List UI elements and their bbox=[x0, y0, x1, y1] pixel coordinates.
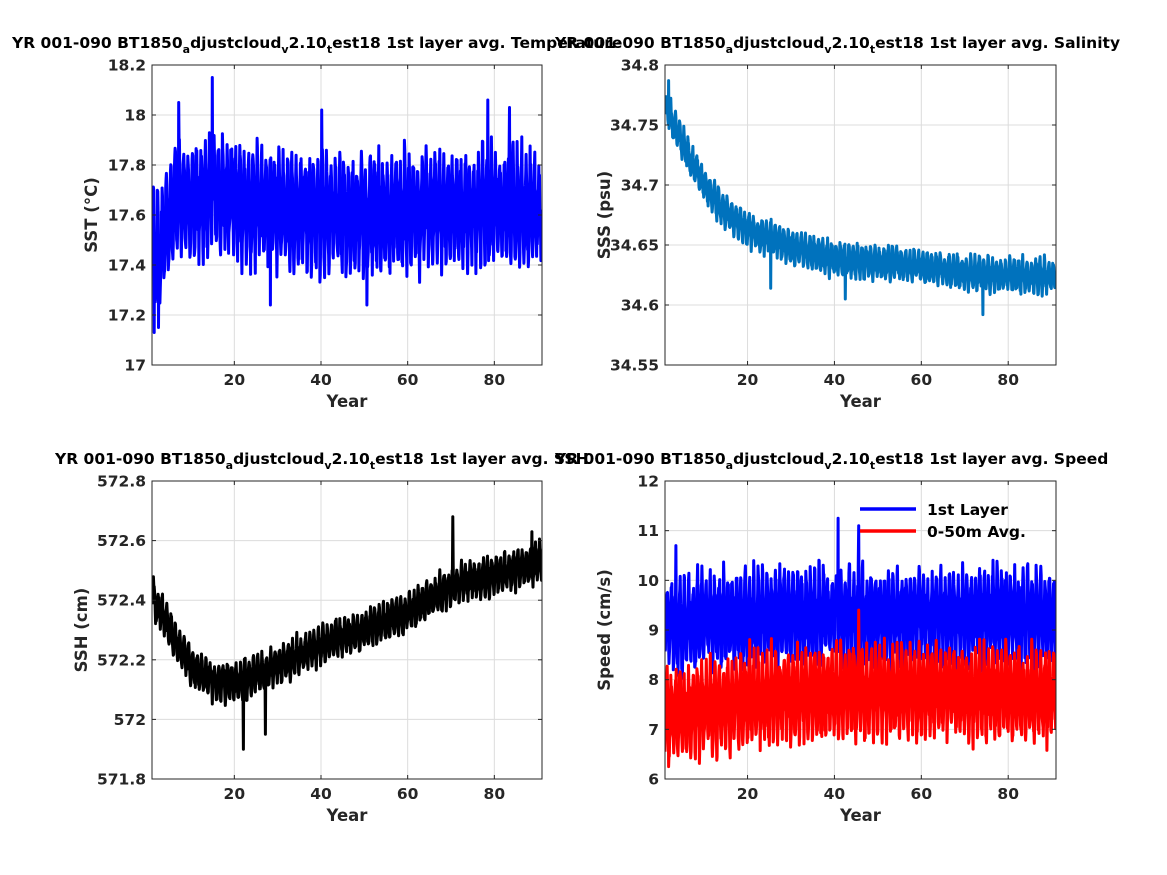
axes-frame bbox=[151, 480, 543, 780]
chart-panel-2: 20 40 60 80 34.55 34.6 34.65 34.7 34.75 34.8 Year S… bbox=[554, 34, 1120, 411]
y-tick-label: 34.6 bbox=[621, 297, 659, 315]
y-tick-label: 7 bbox=[648, 721, 659, 739]
x-tick-label: 20 bbox=[737, 371, 759, 389]
x-tick-label: 60 bbox=[911, 371, 933, 389]
y-tick-label: 34.8 bbox=[621, 57, 659, 75]
chart-title: YR 001-090 BT1850adjustcloudv2.10test18 … bbox=[554, 34, 1120, 56]
x-tick-label: 40 bbox=[824, 785, 846, 803]
y-axis-label: SSH (cm) bbox=[72, 588, 91, 673]
y-tick-label: 17.8 bbox=[108, 157, 146, 175]
series-line-1 bbox=[665, 79, 1056, 317]
series-line-1 bbox=[152, 76, 542, 334]
chart-title: YR 001-090 BT1850adjustcloudv2.10test18 … bbox=[11, 34, 622, 56]
y-tick-label: 34.55 bbox=[610, 357, 659, 375]
y-tick-label: 18 bbox=[124, 107, 146, 125]
y-tick-label: 572.4 bbox=[97, 592, 146, 610]
x-tick-label: 80 bbox=[997, 371, 1019, 389]
x-tick-label: 80 bbox=[997, 785, 1019, 803]
y-tick-label: 17.6 bbox=[108, 207, 146, 225]
chart-panel-4: 20 40 60 80 6 7 8 9 10 11 12 Year Speed (cm/s) YR 001… bbox=[554, 450, 1108, 825]
x-tick-label: 80 bbox=[484, 371, 506, 389]
y-tick-label: 572.6 bbox=[97, 532, 146, 550]
y-tick-label: 572 bbox=[114, 711, 146, 729]
legend: 1st Layer 0-50m Avg. bbox=[860, 501, 1026, 541]
x-axis-label: Year bbox=[326, 392, 369, 411]
y-axis-label: Speed (cm/s) bbox=[595, 569, 614, 691]
y-tick-label: 11 bbox=[637, 522, 659, 540]
x-tick-label: 40 bbox=[310, 371, 332, 389]
y-tick-label: 572.2 bbox=[97, 651, 146, 669]
chart-title: YR 001-090 BT1850adjustcloudv2.10test18 … bbox=[54, 450, 589, 472]
y-tick-label: 9 bbox=[648, 622, 659, 640]
chart-panel-1: 20 40 60 80 17 17.2 17.4 17.6 17.8 18 18.2 Year SST … bbox=[11, 34, 622, 411]
y-tick-label: 12 bbox=[637, 473, 659, 491]
x-tick-label: 80 bbox=[484, 785, 506, 803]
y-tick-label: 6 bbox=[648, 771, 659, 789]
y-tick-label: 17.4 bbox=[108, 257, 146, 275]
x-tick-label: 40 bbox=[310, 785, 332, 803]
x-tick-label: 20 bbox=[224, 371, 246, 389]
y-tick-label: 34.7 bbox=[621, 177, 659, 195]
x-axis-label: Year bbox=[326, 806, 369, 825]
chart-panel-3: 20 40 60 80 571.8 572 572.2 572.4 572.6 572.8 Year… bbox=[54, 450, 589, 825]
legend-label: 0-50m Avg. bbox=[927, 523, 1026, 541]
y-tick-label: 572.8 bbox=[97, 473, 146, 491]
y-tick-label: 17 bbox=[124, 357, 146, 375]
y-tick-label: 10 bbox=[637, 572, 659, 590]
x-tick-label: 40 bbox=[824, 371, 846, 389]
x-axis-label: Year bbox=[839, 392, 882, 411]
x-tick-label: 20 bbox=[737, 785, 759, 803]
y-axis-label: SST (°C) bbox=[82, 177, 101, 252]
x-tick-label: 60 bbox=[911, 785, 933, 803]
y-tick-label: 571.8 bbox=[97, 771, 146, 789]
axes-frame bbox=[664, 64, 1057, 366]
chart-title: YR 001-090 BT1850adjustcloudv2.10test18 … bbox=[554, 450, 1108, 472]
y-tick-label: 34.65 bbox=[610, 237, 659, 255]
x-tick-label: 20 bbox=[224, 785, 246, 803]
legend-label: 1st Layer bbox=[927, 501, 1008, 519]
x-axis-label: Year bbox=[839, 806, 882, 825]
y-tick-label: 18.2 bbox=[108, 57, 146, 75]
x-tick-label: 60 bbox=[397, 371, 419, 389]
y-axis-label: SSS (psu) bbox=[595, 171, 614, 259]
series-line-1 bbox=[152, 515, 542, 751]
y-tick-label: 8 bbox=[648, 671, 659, 689]
series-line-2 bbox=[665, 608, 1056, 769]
x-tick-label: 60 bbox=[397, 785, 419, 803]
y-tick-label: 34.75 bbox=[610, 117, 659, 135]
y-tick-label: 17.2 bbox=[108, 307, 146, 325]
